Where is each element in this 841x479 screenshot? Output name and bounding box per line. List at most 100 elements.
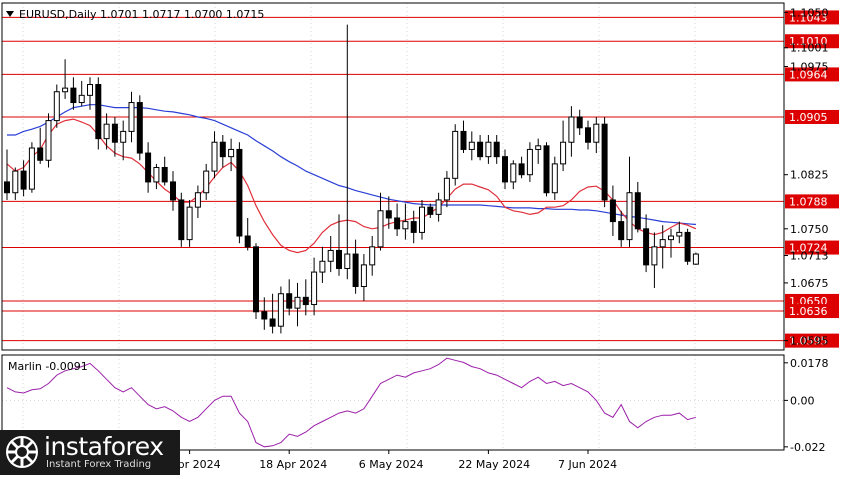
candle-body	[194, 192, 201, 208]
candle-body	[585, 127, 591, 143]
candle	[70, 77, 77, 110]
candle	[443, 171, 450, 208]
candle-body	[170, 181, 176, 201]
candle-body	[435, 199, 442, 215]
candle	[377, 192, 384, 251]
candle-body	[385, 210, 392, 219]
watermark-tagline: Instant Forex Trading	[46, 459, 152, 470]
candle-body	[402, 221, 409, 230]
candle	[676, 221, 683, 244]
candle	[485, 135, 492, 164]
candle-body	[269, 318, 276, 327]
candle	[568, 106, 575, 157]
candle-body	[551, 163, 558, 194]
candle-body	[277, 293, 284, 327]
candle-body	[576, 116, 583, 129]
candle-body	[360, 264, 367, 288]
symbol-header: EURUSD,Daily 1.0701 1.0717 1.0700 1.0715	[19, 8, 264, 21]
candle	[62, 59, 69, 99]
candle	[244, 217, 251, 251]
candle-body	[70, 87, 77, 104]
candle	[668, 228, 674, 258]
level-label-box	[785, 67, 839, 82]
price-tick-label: 1.0713	[790, 249, 829, 262]
candle	[460, 120, 467, 154]
candle-body	[37, 147, 44, 161]
candle-body	[651, 246, 658, 266]
candle	[518, 156, 525, 179]
candle-body	[468, 141, 475, 150]
candle-body	[294, 296, 301, 309]
ma-fast-line	[6, 118, 697, 254]
candle	[45, 113, 52, 168]
candle	[402, 203, 409, 240]
oscillator-line	[6, 357, 697, 448]
candle-body	[244, 235, 251, 248]
candle	[352, 239, 359, 294]
candle	[145, 142, 152, 193]
candle	[311, 257, 318, 316]
candle	[186, 199, 193, 247]
candle-body	[659, 239, 666, 248]
oscillator-label: Marlin -0.0091	[8, 360, 88, 373]
candle	[643, 214, 650, 273]
candle	[684, 228, 691, 265]
candle	[626, 156, 633, 247]
candle	[651, 232, 658, 288]
candle	[593, 116, 600, 154]
moving-averages	[6, 104, 697, 254]
candle-body	[568, 116, 575, 143]
grid	[2, 3, 784, 450]
candle-body	[352, 253, 359, 288]
candle	[576, 109, 583, 136]
osc-tick-label: 0.00	[790, 394, 815, 407]
candle-body	[253, 246, 259, 313]
candle-body	[609, 199, 616, 223]
level-label: 1.0964	[789, 68, 828, 81]
candle-body	[219, 141, 226, 158]
candle	[394, 203, 401, 237]
price-tick-label: 1.0825	[790, 169, 829, 182]
candle	[194, 185, 201, 218]
candle	[261, 297, 268, 330]
candle-body	[178, 199, 185, 241]
candle	[618, 210, 625, 247]
candle	[170, 171, 176, 211]
candle	[302, 279, 309, 316]
candle	[20, 160, 27, 197]
axes: 1.1050 1.1001 1.0975 1.0825 1.0750 1.0713 1.06…	[160, 6, 829, 471]
level-label: 1.0636	[789, 305, 828, 318]
candle-body	[543, 145, 550, 194]
level-lines: 1.1043 1.1010 1.0964 1.0905 1.0788 1.0724 1.06…	[2, 10, 839, 348]
candle	[601, 116, 608, 208]
candle	[178, 192, 185, 247]
candle-body	[634, 192, 641, 230]
candle-body	[369, 246, 376, 266]
level-label: 1.0788	[789, 195, 828, 208]
level-label: 1.0724	[789, 242, 828, 255]
candle-body	[643, 228, 650, 266]
candle-body	[502, 156, 508, 183]
candle-body	[286, 293, 293, 309]
candle	[277, 286, 284, 334]
candle-body	[593, 123, 600, 143]
candle	[560, 120, 567, 172]
candle	[493, 135, 500, 164]
candle	[219, 135, 226, 168]
x-tick-label: 7 Jun 2024	[558, 458, 617, 471]
price-tick-label: 1.1050	[790, 6, 829, 19]
candle	[344, 24, 351, 280]
candle-body	[427, 206, 434, 215]
osc-tick-label: -0.022	[790, 441, 825, 454]
candle	[634, 181, 641, 233]
candle	[327, 236, 334, 273]
candle	[477, 135, 484, 161]
candle	[510, 160, 517, 190]
candle-body	[161, 166, 168, 183]
candle-body	[78, 94, 85, 104]
candle-body	[601, 123, 608, 201]
x-tick-label: 22 May 2024	[458, 458, 530, 471]
candle-body	[20, 170, 27, 190]
candle-body	[4, 181, 10, 194]
